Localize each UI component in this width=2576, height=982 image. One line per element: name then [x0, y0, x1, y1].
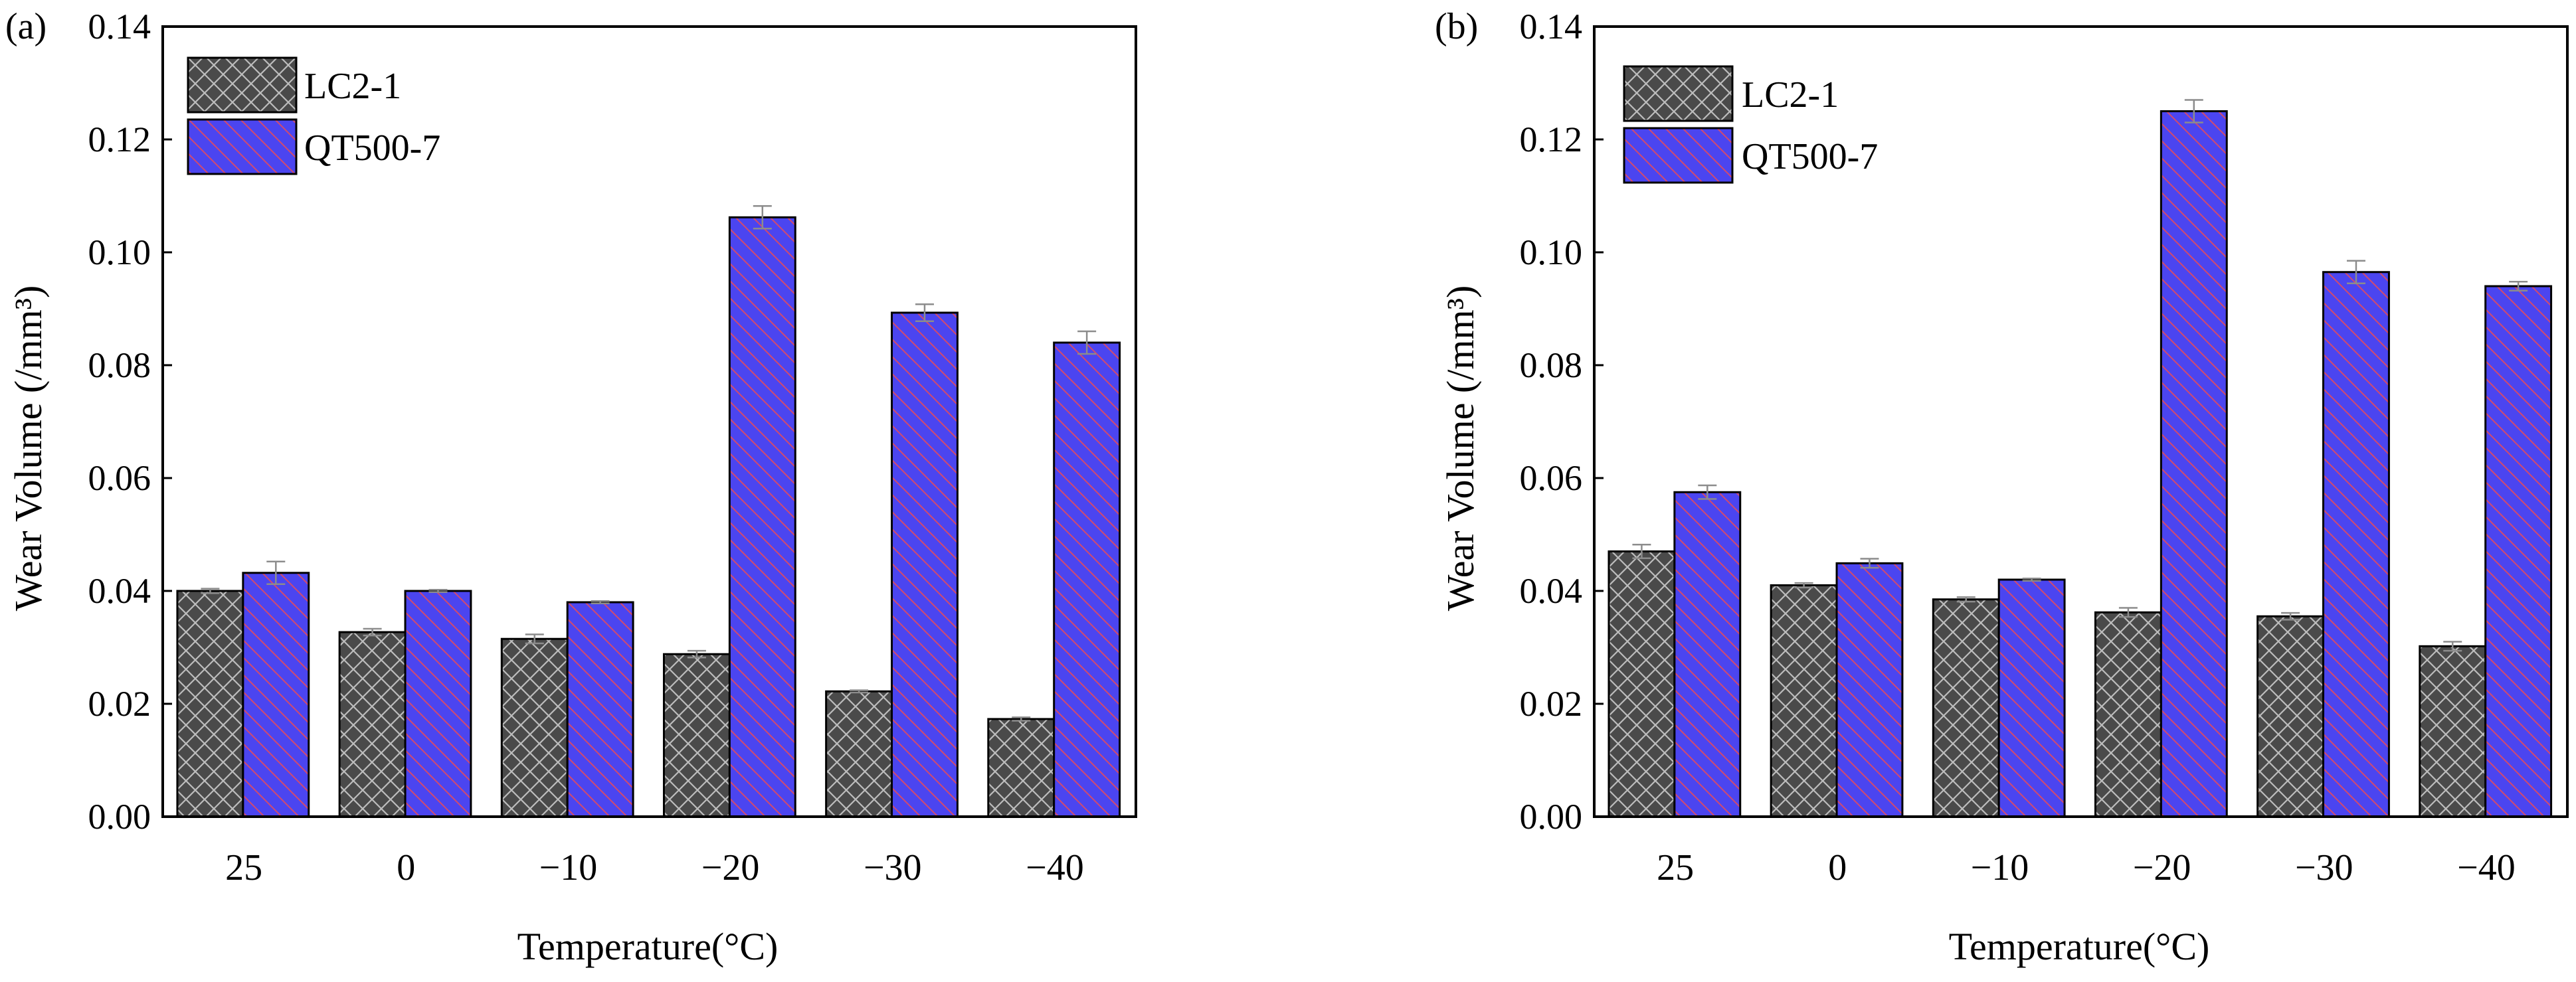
x-tick-labels: 25 0 −10 −20 −30 −40 — [1657, 847, 2516, 888]
x-tick-label: 0 — [397, 847, 415, 888]
y-tick-label: 0.02 — [1520, 684, 1583, 724]
x-tick-label: 0 — [1828, 847, 1847, 888]
bar-qt500-7 — [1673, 491, 1742, 818]
y-tick-labels: 0.00 0.02 0.04 0.06 0.08 0.10 0.12 0.14 — [1520, 7, 1604, 837]
bar-lc2-1 — [1608, 550, 1676, 818]
bar-lc2-1 — [2419, 645, 2487, 818]
bar-qt500-7 — [2160, 110, 2228, 818]
bar-qt500-7 — [728, 216, 796, 818]
y-tick-labels: 0.00 0.02 0.04 0.06 0.08 0.10 0.12 0.14 — [88, 7, 172, 837]
bar-lc2-1 — [825, 690, 893, 818]
bar-lc2-1 — [1932, 598, 2000, 818]
legend-swatch-qt500-7 — [1623, 127, 1734, 184]
y-tick-label: 0.06 — [1520, 458, 1583, 498]
x-tick-label: −40 — [1026, 847, 1084, 888]
legend-label-qt500-7: QT500-7 — [1742, 136, 1878, 177]
bar-qt500-7 — [404, 590, 472, 818]
bar-qt500-7 — [566, 601, 634, 818]
bars — [176, 216, 1121, 818]
x-tick-label: 25 — [1657, 847, 1694, 888]
y-tick-label: 0.10 — [88, 232, 151, 272]
y-tick-label: 0.14 — [88, 7, 151, 46]
legend: LC2-1 QT500-7 — [187, 56, 440, 175]
bar-lc2-1 — [1770, 584, 1838, 818]
bar-qt500-7 — [2484, 285, 2553, 818]
y-axis-label: Wear Volume (/mm³) — [1439, 286, 1482, 612]
x-tick-label: −20 — [2133, 847, 2191, 888]
legend-swatch-qt500-7 — [187, 118, 298, 175]
bar-qt500-7 — [1835, 562, 1904, 818]
y-tick-label: 0.00 — [88, 797, 151, 837]
legend-label-lc2-1: LC2-1 — [1742, 74, 1839, 116]
x-tick-label: −10 — [1971, 847, 2029, 888]
plot-frame — [161, 25, 1137, 818]
legend-label-lc2-1: LC2-1 — [304, 66, 401, 107]
plot-frame — [1593, 25, 2569, 818]
panel-label: (a) — [5, 6, 46, 47]
bar-lc2-1 — [500, 637, 569, 818]
x-tick-label: 25 — [225, 847, 262, 888]
bar-lc2-1 — [987, 718, 1056, 818]
y-tick-label: 0.00 — [1520, 797, 1583, 837]
bar-lc2-1 — [2256, 615, 2325, 818]
bar-lc2-1 — [2094, 611, 2162, 818]
bar-qt500-7 — [242, 572, 310, 818]
y-tick-label: 0.06 — [88, 458, 151, 498]
y-tick-label: 0.12 — [1520, 120, 1583, 159]
panel-label: (b) — [1435, 6, 1478, 47]
bar-lc2-1 — [176, 590, 244, 818]
y-tick-label: 0.04 — [1520, 571, 1583, 611]
legend-swatch-lc2-1 — [1623, 65, 1734, 122]
bar-qt500-7 — [891, 311, 959, 818]
bar-lc2-1 — [338, 631, 407, 818]
legend: LC2-1 QT500-7 — [1623, 65, 1878, 184]
y-axis-label: Wear Volume (/mm³) — [7, 286, 50, 612]
chart-panel-a: (a) Wear Volume (/mm³) Temperature(°C) 0… — [5, 6, 1137, 968]
x-tick-labels: 25 0 −10 −20 −30 −40 — [225, 847, 1084, 888]
y-tick-label: 0.04 — [88, 571, 151, 611]
x-tick-label: −20 — [701, 847, 760, 888]
y-tick-label: 0.02 — [88, 684, 151, 724]
x-tick-label: −10 — [539, 847, 598, 888]
y-tick-label: 0.08 — [1520, 345, 1583, 385]
error-bars — [201, 205, 1097, 722]
x-tick-label: −40 — [2457, 847, 2516, 888]
y-tick-label: 0.10 — [1520, 232, 1583, 272]
bar-lc2-1 — [662, 653, 731, 818]
error-bars — [1632, 99, 2528, 652]
y-tick-label: 0.08 — [88, 345, 151, 385]
bars — [1608, 110, 2553, 818]
x-axis-label: Temperature(°C) — [1949, 925, 2210, 968]
x-axis-label: Temperature(°C) — [517, 925, 779, 968]
chart-panel-b: (b) Wear Volume (/mm³) Temperature(°C) 0… — [1435, 6, 2569, 968]
bar-qt500-7 — [1053, 341, 1121, 818]
x-tick-label: −30 — [864, 847, 922, 888]
bar-qt500-7 — [2322, 271, 2390, 818]
y-tick-label: 0.14 — [1520, 7, 1583, 46]
legend-label-qt500-7: QT500-7 — [304, 127, 440, 169]
x-tick-label: −30 — [2295, 847, 2353, 888]
bar-qt500-7 — [1997, 578, 2066, 818]
legend-swatch-lc2-1 — [187, 56, 298, 114]
y-tick-label: 0.12 — [88, 120, 151, 159]
